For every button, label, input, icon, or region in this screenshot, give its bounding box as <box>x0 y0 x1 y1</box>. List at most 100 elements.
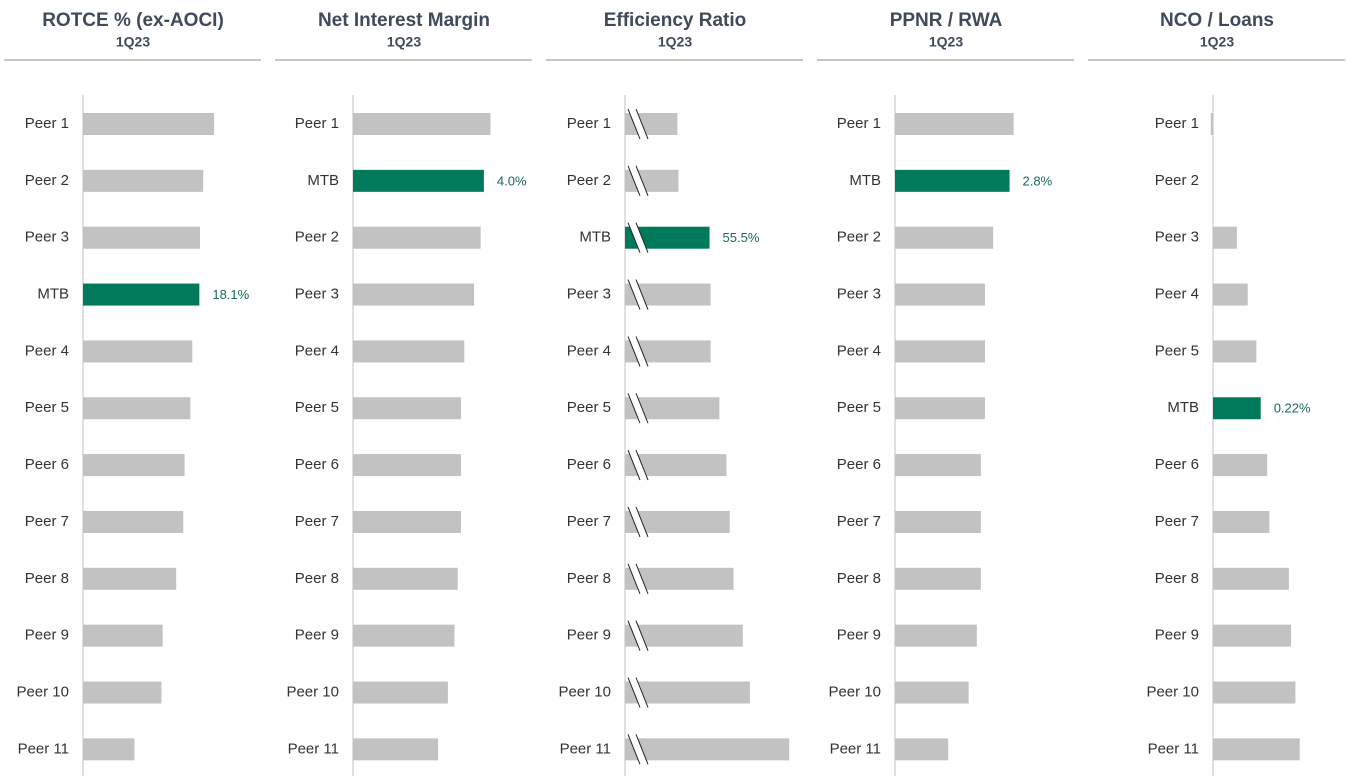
category-label: Peer 10 <box>1146 683 1199 700</box>
axis-break-line <box>627 165 641 197</box>
category-label: Peer 1 <box>567 115 611 132</box>
bar <box>625 340 711 363</box>
category-label: Peer 4 <box>567 342 611 359</box>
category-label: Peer 2 <box>1155 172 1199 189</box>
category-label: MTB <box>307 172 339 189</box>
value-label: 2.8% <box>1023 173 1053 188</box>
bar <box>83 624 163 647</box>
bar <box>83 454 185 477</box>
category-label: Peer 7 <box>567 513 611 530</box>
category-label: Peer 11 <box>830 740 881 757</box>
panel-title: Efficiency Ratio <box>604 10 747 31</box>
panel-subtitle: 1Q23 <box>929 34 963 50</box>
category-label: Peer 9 <box>25 627 69 644</box>
bar <box>83 738 135 761</box>
bar <box>895 397 985 420</box>
bar <box>625 397 720 420</box>
bar <box>353 681 448 704</box>
category-label: MTB <box>1167 399 1199 416</box>
axis-break <box>628 620 648 651</box>
axis-break <box>628 563 648 594</box>
bar <box>83 283 200 306</box>
category-label: Peer 3 <box>295 286 339 303</box>
bar <box>1213 283 1248 306</box>
bar <box>1213 567 1289 590</box>
bar <box>895 567 981 590</box>
bar <box>353 340 465 363</box>
axis-break-line <box>627 336 641 367</box>
axis-break-line <box>635 336 649 367</box>
axis-break-line <box>635 449 649 481</box>
bar <box>353 169 484 192</box>
bar <box>895 681 969 704</box>
category-label: Peer 9 <box>567 627 611 644</box>
panel-subtitle: 1Q23 <box>116 34 150 50</box>
bar <box>353 567 458 590</box>
axis-break-line <box>627 449 641 481</box>
category-label: Peer 1 <box>25 115 69 132</box>
bar <box>83 226 200 249</box>
bar <box>625 510 730 533</box>
bar <box>353 226 481 249</box>
bar <box>625 283 711 306</box>
category-label: Peer 10 <box>558 683 611 700</box>
category-label: Peer 5 <box>25 399 69 416</box>
value-label: 55.5% <box>723 230 760 245</box>
bar <box>895 113 1014 135</box>
bar <box>1213 510 1270 533</box>
value-label: 18.1% <box>212 287 249 302</box>
bar <box>83 340 193 363</box>
bar <box>353 510 461 533</box>
bar <box>1213 340 1257 363</box>
bar <box>895 738 949 761</box>
category-label: Peer 11 <box>560 740 611 757</box>
axis-break-line <box>635 506 649 538</box>
category-label: Peer 8 <box>25 570 69 587</box>
axis-break-line <box>635 165 649 197</box>
category-label: Peer 7 <box>295 513 339 530</box>
axis-break-line <box>627 222 641 253</box>
category-label: Peer 7 <box>837 513 881 530</box>
category-label: Peer 6 <box>25 456 69 473</box>
bar <box>625 738 790 761</box>
axis-break <box>628 279 648 310</box>
category-label: Peer 10 <box>16 683 69 700</box>
category-label: Peer 6 <box>837 456 881 473</box>
category-label: Peer 3 <box>25 229 69 246</box>
axis-break-line <box>627 506 641 538</box>
value-label: 0.22% <box>1274 401 1311 416</box>
category-label: Peer 5 <box>295 399 339 416</box>
category-label: Peer 10 <box>828 683 881 700</box>
axis-break-line <box>635 393 649 424</box>
category-label: Peer 1 <box>295 115 339 132</box>
category-label: Peer 3 <box>1155 229 1199 246</box>
bar <box>353 624 455 647</box>
bar <box>625 567 734 590</box>
bar <box>353 738 439 761</box>
axis-break-line <box>627 734 641 765</box>
axis-break <box>628 677 648 708</box>
category-label: Peer 5 <box>1155 342 1199 359</box>
category-label: Peer 7 <box>1155 513 1199 530</box>
bar <box>353 283 475 306</box>
category-label: Peer 2 <box>295 229 339 246</box>
bar <box>895 283 985 306</box>
value-label: 4.0% <box>497 173 527 188</box>
axis-break-line <box>635 734 649 765</box>
bar <box>1213 681 1296 704</box>
panel-subtitle: 1Q23 <box>387 34 421 50</box>
category-label: Peer 11 <box>18 740 69 757</box>
category-label: Peer 5 <box>837 399 881 416</box>
category-label: Peer 2 <box>837 229 881 246</box>
category-label: Peer 6 <box>1155 456 1199 473</box>
category-label: Peer 9 <box>837 627 881 644</box>
axis-break-line <box>627 279 641 310</box>
panel-title: ROTCE % (ex-AOCI) <box>42 10 224 31</box>
bar <box>83 397 191 420</box>
axis-break <box>628 109 648 139</box>
axis-break <box>628 165 648 196</box>
category-label: Peer 8 <box>567 570 611 587</box>
bar <box>895 340 985 363</box>
category-label: Peer 2 <box>25 172 69 189</box>
